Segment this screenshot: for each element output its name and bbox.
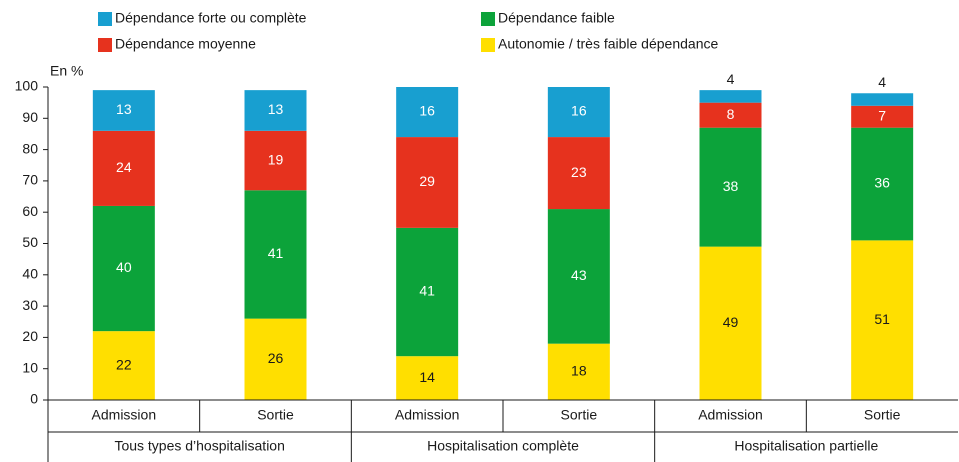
- data-label: 38: [723, 178, 739, 194]
- data-label: 41: [419, 283, 435, 299]
- data-label: 4: [878, 74, 886, 90]
- bar-segment: [547, 87, 610, 138]
- y-tick-label: 100: [15, 78, 39, 94]
- x-tick-label: Sortie: [864, 407, 901, 423]
- bar-segment: [244, 90, 307, 131]
- legend-label: Autonomie / très faible dépendance: [498, 36, 718, 52]
- bar-segment: [547, 209, 610, 344]
- y-axis-label: En %: [50, 63, 83, 79]
- data-label: 4: [727, 71, 735, 87]
- data-label: 43: [571, 267, 587, 283]
- data-label: 16: [419, 103, 435, 119]
- y-tick-label: 30: [22, 297, 38, 313]
- bar-segment: [547, 137, 610, 210]
- x-tick-label: Sortie: [561, 407, 598, 423]
- data-label: 19: [268, 151, 284, 167]
- data-label: 18: [571, 363, 587, 379]
- y-tick-label: 60: [22, 203, 38, 219]
- data-label: 26: [268, 350, 284, 366]
- data-label: 40: [116, 259, 132, 275]
- bar-segment: [92, 130, 155, 206]
- x-tick-label: Admission: [395, 407, 460, 423]
- bar-segment: [699, 127, 762, 247]
- bar-segment: [244, 190, 307, 319]
- data-label: 14: [419, 369, 435, 385]
- data-label: 22: [116, 356, 132, 372]
- y-tick-label: 90: [22, 109, 38, 125]
- bar-segment: [396, 356, 459, 400]
- group-label: Tous types d’hospitalisation: [114, 438, 284, 454]
- y-tick-label: 50: [22, 234, 38, 250]
- x-tick-label: Admission: [92, 407, 157, 423]
- data-label: 41: [268, 245, 284, 261]
- bar-segment: [699, 90, 762, 103]
- bar-segment: [92, 331, 155, 400]
- bar-segment: [699, 102, 762, 128]
- bar-segment: [547, 343, 610, 400]
- y-tick-label: 10: [22, 359, 38, 375]
- y-tick-label: 0: [30, 391, 38, 407]
- y-tick-label: 70: [22, 172, 38, 188]
- bar-segment: [244, 130, 307, 191]
- bar-segment: [92, 90, 155, 131]
- data-label: 51: [874, 311, 890, 327]
- legend-swatch: [481, 12, 495, 26]
- legend-label: Dépendance moyenne: [115, 36, 256, 52]
- legend-label: Dépendance forte ou complète: [115, 10, 307, 26]
- data-label: 16: [571, 103, 587, 119]
- data-label: 7: [878, 107, 886, 123]
- bar-segment: [396, 137, 459, 228]
- bar-segment: [851, 127, 914, 241]
- data-label: 49: [723, 314, 739, 330]
- data-label: 36: [874, 175, 890, 191]
- data-label: 24: [116, 159, 132, 175]
- bar-segment: [851, 105, 914, 128]
- bar-segment: [851, 240, 914, 400]
- bar-segment: [396, 227, 459, 357]
- group-label: Hospitalisation complète: [427, 438, 579, 454]
- legend-swatch: [98, 12, 112, 26]
- bar-segment: [699, 246, 762, 400]
- data-label: 13: [116, 101, 132, 117]
- y-tick-label: 80: [22, 140, 38, 156]
- legend-swatch: [481, 38, 495, 52]
- y-tick-label: 40: [22, 266, 38, 282]
- legend-label: Dépendance faible: [498, 10, 615, 26]
- x-tick-label: Sortie: [257, 407, 294, 423]
- x-tick-label: Admission: [698, 407, 763, 423]
- data-label: 8: [727, 106, 735, 122]
- bar-segment: [851, 93, 914, 106]
- y-tick-label: 20: [22, 328, 38, 344]
- bar-segment: [396, 87, 459, 138]
- bar-segment: [92, 205, 155, 332]
- data-label: 29: [419, 173, 435, 189]
- bar-segment: [244, 318, 307, 400]
- legend-swatch: [98, 38, 112, 52]
- data-label: 13: [268, 101, 284, 117]
- group-label: Hospitalisation partielle: [734, 438, 878, 454]
- data-label: 23: [571, 164, 587, 180]
